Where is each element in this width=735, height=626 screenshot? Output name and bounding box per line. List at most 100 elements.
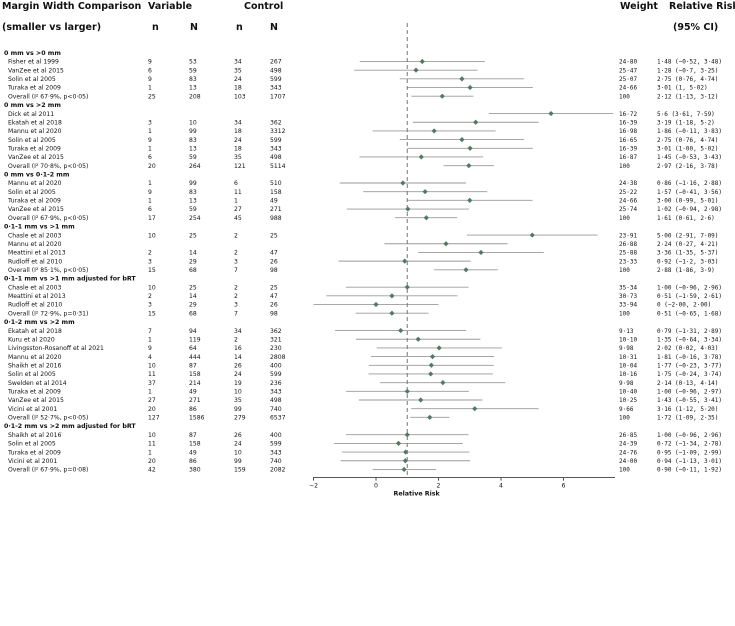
estimate-diamond bbox=[428, 371, 434, 377]
group-title: 0·1-1 mm vs >1 mm bbox=[4, 224, 75, 231]
variable-n-value: 9 bbox=[148, 76, 152, 83]
control-N-value: 362 bbox=[270, 328, 282, 335]
variable-N-value: 59 bbox=[189, 67, 197, 74]
weight-value: 9·98 bbox=[619, 345, 634, 352]
variable-N-value: 83 bbox=[189, 76, 197, 83]
variable-n-value: 37 bbox=[148, 380, 156, 387]
weight-value: 100 bbox=[619, 267, 630, 274]
estimate-diamond bbox=[415, 336, 421, 342]
weight-value: 100 bbox=[619, 163, 630, 170]
ci-text-value: 2·97 (2·16, 3·78) bbox=[657, 163, 718, 170]
variable-n-value: 10 bbox=[148, 432, 156, 439]
ci-text-value: 1·35 (−0·64, 3·34) bbox=[657, 336, 722, 343]
study-label: Kuru et al 2020 bbox=[8, 336, 55, 343]
study-label: Turaka et al 2009 bbox=[7, 85, 61, 92]
control-N-value: 510 bbox=[270, 180, 282, 187]
estimate-diamond bbox=[404, 284, 410, 290]
study-label: Solin et al 2005 bbox=[8, 371, 56, 378]
control-N-value: 271 bbox=[270, 206, 282, 213]
control-N-value: 5114 bbox=[270, 163, 286, 170]
variable-n-value: 42 bbox=[148, 467, 156, 474]
variable-N-value: 83 bbox=[189, 189, 197, 196]
study-label: Mannu et al 2020 bbox=[8, 180, 62, 187]
control-n-value: 10 bbox=[234, 389, 242, 396]
ci-text-value: 0·51 (−0·65, 1·68) bbox=[657, 310, 722, 317]
variable-N-value: 1586 bbox=[189, 415, 205, 422]
variable-n-value: 10 bbox=[148, 284, 156, 291]
rr-header-line1: Relative Risk bbox=[669, 1, 735, 12]
weight-value: 25·88 bbox=[619, 250, 637, 257]
variable-N-value: 83 bbox=[189, 137, 197, 144]
control-n-value: 34 bbox=[234, 328, 242, 335]
variable-N-value: 59 bbox=[189, 206, 197, 213]
ci-text-value: 3·01 (1, 5·02) bbox=[657, 85, 708, 92]
study-label: VanZee et al 2015 bbox=[8, 67, 64, 74]
estimate-diamond bbox=[418, 154, 424, 160]
variable-n-header: n bbox=[152, 22, 159, 33]
control-n-value: 3 bbox=[234, 258, 238, 265]
study-label: Turaka et al 2009 bbox=[7, 198, 61, 205]
variable-N-value: 99 bbox=[189, 180, 197, 187]
variable-N-value: 254 bbox=[189, 215, 201, 222]
control-n-value: 27 bbox=[234, 206, 242, 213]
variable-N-value: 49 bbox=[189, 449, 197, 456]
control-N-value: 400 bbox=[270, 362, 282, 369]
study-label: Overall (I² 52·7%, p<0·05) bbox=[8, 415, 88, 422]
variable-n-value: 6 bbox=[148, 154, 152, 161]
control-n-value: 34 bbox=[234, 119, 242, 126]
variable-n-value: 1 bbox=[148, 389, 152, 396]
ci-text-value: 2·75 (0·76, 4·74) bbox=[657, 137, 718, 144]
variable-n-value: 7 bbox=[148, 328, 152, 335]
control-n-value: 6 bbox=[234, 180, 238, 187]
group-title: 0·1-2 mm vs >2 mm adjusted for bRT bbox=[4, 423, 136, 430]
group-title: 0 mm vs >0 mm bbox=[4, 50, 61, 57]
variable-n-value: 1 bbox=[148, 336, 152, 343]
ci-text-value: 1·57 (−0·41, 3·56) bbox=[657, 189, 722, 196]
x-tick-label: 4 bbox=[499, 483, 503, 490]
group-title: 0·1-2 mm vs >2 mm bbox=[4, 319, 75, 326]
variable-n-value: 20 bbox=[148, 458, 156, 465]
variable-n-value: 3 bbox=[148, 258, 152, 265]
variable-n-value: 127 bbox=[148, 415, 160, 422]
weight-value: 16·87 bbox=[619, 154, 637, 161]
variable-N-value: 214 bbox=[189, 380, 201, 387]
control-N-value: 25 bbox=[270, 232, 278, 239]
control-n-value: 18 bbox=[234, 128, 242, 135]
ci-text-value: 0·95 (−1·09, 2·99) bbox=[657, 449, 722, 456]
variable-n-value: 11 bbox=[148, 371, 156, 378]
control-N-value: 2808 bbox=[270, 354, 286, 361]
study-label: Overall (I² 70·8%, p<0·05) bbox=[8, 163, 88, 170]
variable-n-value: 15 bbox=[148, 310, 156, 317]
ci-text-value: 0·79 (−1·31, 2·89) bbox=[657, 328, 722, 335]
control-n-value: 24 bbox=[234, 441, 242, 448]
weight-value: 100 bbox=[619, 310, 630, 317]
estimate-diamond bbox=[439, 93, 445, 99]
variable-n-value: 2 bbox=[148, 293, 152, 300]
control-n-value: 99 bbox=[234, 458, 242, 465]
control-N-value: 25 bbox=[270, 284, 278, 291]
variable-n-value: 6 bbox=[148, 67, 152, 74]
control-n-value: 19 bbox=[234, 380, 242, 387]
control-N-value: 740 bbox=[270, 458, 282, 465]
control-N-value: 47 bbox=[270, 293, 278, 300]
group-title: 0 mm vs 0·1-2 mm bbox=[4, 172, 70, 179]
variable-N-value: 25 bbox=[189, 232, 197, 239]
ci-text-value: 0·94 (−1·13, 3·01) bbox=[657, 458, 722, 465]
study-label: Solin et al 2005 bbox=[8, 441, 56, 448]
weight-value: 16·39 bbox=[619, 119, 637, 126]
weight-value: 10·25 bbox=[619, 397, 637, 404]
estimate-diamond bbox=[436, 345, 442, 351]
variable-N-value: 64 bbox=[189, 345, 197, 352]
study-label: Rudloff et al 2010 bbox=[8, 258, 62, 265]
control-n-value: 2 bbox=[234, 293, 238, 300]
variable-N-value: 29 bbox=[189, 258, 197, 265]
variable-N-value: 87 bbox=[189, 432, 197, 439]
weight-value: 16·72 bbox=[619, 111, 637, 118]
weight-value: 16·98 bbox=[619, 128, 637, 135]
control-n-value: 26 bbox=[234, 362, 242, 369]
estimate-diamond bbox=[395, 440, 402, 446]
weight-value: 25·07 bbox=[619, 76, 637, 83]
estimate-diamond bbox=[419, 58, 425, 65]
variable-n-value: 1 bbox=[148, 180, 152, 187]
weight-value: 9·13 bbox=[619, 328, 634, 335]
